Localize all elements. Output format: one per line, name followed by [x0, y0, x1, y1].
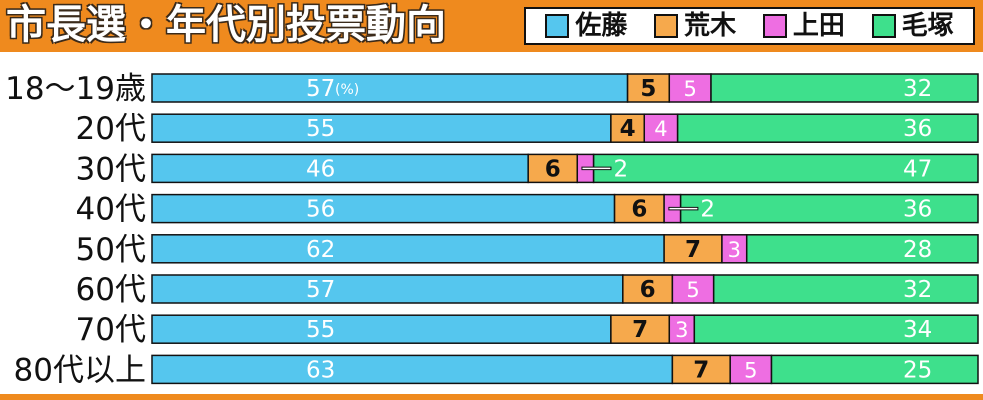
data-label: 25	[903, 357, 932, 383]
data-label: 2	[613, 156, 628, 182]
bar-segment	[676, 113, 979, 143]
data-label: 46	[306, 156, 335, 182]
legend-item-sato: 佐藤	[545, 11, 627, 41]
legend-label: 佐藤	[575, 11, 628, 41]
data-label: 7	[632, 317, 648, 343]
bar-segment	[770, 354, 979, 385]
legend-swatch	[545, 14, 570, 38]
row-label: 30代	[76, 151, 146, 187]
row-label: 60代	[76, 272, 146, 308]
data-label: 57	[306, 277, 335, 303]
chart-title: 市長選・年代別投票動向	[6, 2, 446, 48]
bar-segment	[527, 153, 579, 184]
data-label: 28	[903, 237, 932, 263]
bar-segment	[151, 153, 529, 184]
data-label: 6	[545, 156, 561, 182]
bar-segment	[592, 153, 979, 184]
bar-segment	[151, 354, 674, 385]
data-label: 32	[903, 277, 932, 303]
bar-segment	[668, 73, 712, 103]
data-label: 5	[744, 358, 757, 382]
bar-segment	[151, 314, 612, 344]
data-label: 5	[686, 278, 699, 302]
bar-segment	[671, 354, 731, 385]
data-label: 34	[903, 317, 932, 343]
bar-segment	[693, 314, 979, 344]
header-band: 市長選・年代別投票動向 佐藤 荒木 上田 毛塚	[0, 0, 983, 52]
legend-item-kezuka: 毛塚	[871, 11, 954, 41]
data-label: 5	[640, 76, 656, 102]
legend-swatch	[654, 14, 679, 38]
bar-segment	[613, 193, 665, 224]
unit-label: (%)	[335, 82, 359, 98]
data-label: 7	[693, 357, 709, 383]
data-label: 56	[306, 197, 335, 223]
bar-segment	[151, 193, 616, 224]
data-label: 63	[306, 357, 335, 383]
bar-segment	[712, 274, 979, 304]
bar-segment	[671, 274, 715, 304]
bar-segment	[151, 234, 665, 264]
row-label: 80代以上	[14, 352, 146, 388]
legend-label: 上田	[792, 11, 845, 41]
data-label: 55	[306, 317, 335, 343]
bar-segment	[710, 73, 979, 103]
legend-swatch	[871, 14, 896, 38]
bar-segment	[663, 234, 723, 264]
bottom-rule	[0, 394, 983, 400]
row-label: 50代	[76, 232, 146, 268]
data-label: 57	[306, 76, 335, 102]
data-label: 5	[683, 77, 696, 101]
row-label: 40代	[76, 192, 146, 228]
bar-segment	[721, 234, 748, 264]
data-label: 55	[306, 116, 335, 142]
data-label: 4	[654, 117, 667, 141]
legend-item-ueda: 上田	[762, 11, 845, 41]
data-label: 47	[903, 156, 932, 182]
legend-item-araki: 荒木	[654, 11, 736, 41]
bar-segment	[679, 193, 979, 224]
bar-segment	[151, 274, 624, 304]
bar-segment	[745, 234, 979, 264]
legend-label: 毛塚	[901, 11, 954, 41]
bar-segment	[622, 274, 674, 304]
data-label: 4	[620, 116, 636, 142]
bar-segment	[626, 73, 671, 103]
data-label: 3	[728, 238, 741, 262]
data-label: 2	[700, 197, 715, 223]
data-label: 3	[675, 318, 688, 342]
data-label: 36	[903, 197, 932, 223]
legend-label: 荒木	[684, 11, 737, 41]
row-label: 18～19歳	[5, 71, 146, 107]
bar-segment	[729, 354, 773, 385]
bar-segment	[151, 113, 612, 143]
data-label: 36	[903, 116, 932, 142]
legend-swatch	[762, 14, 787, 38]
row-label: 70代	[76, 312, 146, 348]
data-label: 6	[640, 277, 656, 303]
data-label: 7	[685, 237, 701, 263]
data-label: 62	[306, 237, 335, 263]
data-label: 32	[903, 76, 932, 102]
legend: 佐藤 荒木 上田 毛塚	[524, 7, 975, 45]
bar-segment	[610, 113, 646, 143]
bar-segment	[151, 73, 629, 103]
data-label: 6	[631, 197, 647, 223]
row-label: 20代	[76, 111, 146, 147]
